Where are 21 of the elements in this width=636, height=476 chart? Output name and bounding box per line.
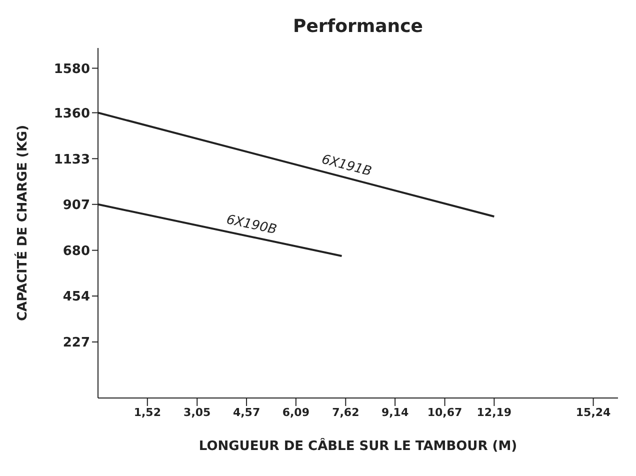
x-tick-label: 3,05 [184, 406, 211, 419]
y-tick-label: 907 [62, 198, 90, 213]
x-axis-title: LONGUEUR DE CÂBLE SUR LE TAMBOUR (M) [198, 437, 518, 454]
x-tick-label: 10,67 [427, 406, 462, 419]
x-tick-label: 9,14 [381, 406, 409, 419]
x-tick-label: 1,52 [134, 406, 161, 419]
x-tick-label: 6,09 [282, 406, 310, 419]
y-axis-title: CAPACITÉ DE CHARGE (KG) [14, 124, 31, 322]
text: 6X190B [225, 212, 278, 238]
y-tick-label: 1580 [54, 62, 90, 77]
text: 6X191B [320, 152, 374, 180]
y-tick-label: 680 [62, 244, 90, 259]
y-tick-label: 1133 [54, 152, 90, 168]
x-tick-label: 7,62 [332, 406, 360, 419]
x-tick-label: 15,24 [576, 406, 612, 419]
x-tick-label: 4,57 [232, 406, 260, 419]
chart-title: Performance [292, 16, 424, 37]
y-tick-label: 454 [62, 290, 90, 305]
y-tick-label: 1360 [54, 106, 90, 122]
y-tick-label: 227 [62, 336, 90, 351]
x-tick-label: 12,19 [476, 406, 512, 419]
